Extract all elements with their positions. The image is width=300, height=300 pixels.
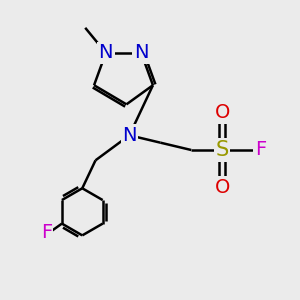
Text: O: O [214, 103, 230, 122]
Text: F: F [255, 140, 266, 160]
Text: N: N [122, 126, 136, 145]
Text: S: S [215, 140, 229, 160]
Text: N: N [99, 43, 113, 62]
Text: F: F [40, 223, 52, 242]
Text: N: N [134, 43, 148, 62]
Text: O: O [214, 178, 230, 197]
